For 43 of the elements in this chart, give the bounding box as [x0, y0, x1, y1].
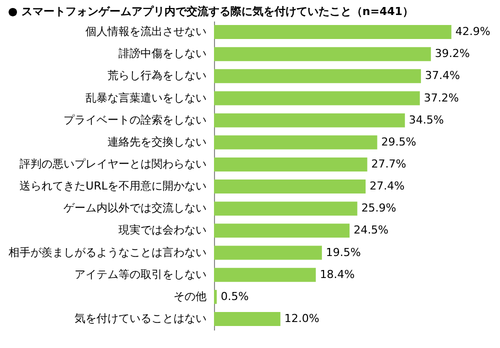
data-label: 29.5%	[381, 135, 416, 148]
bar	[214, 113, 405, 128]
y-tick-label: 誹謗中傷をしない	[118, 47, 206, 60]
bar	[214, 25, 452, 40]
data-label: 18.4%	[320, 268, 355, 281]
data-label: 39.2%	[434, 47, 470, 60]
data-label: 34.5%	[408, 113, 444, 126]
y-tick-label: 乱暴な言葉遣いをしない	[86, 91, 206, 104]
data-label: 37.2%	[424, 91, 459, 104]
y-tick-label: 個人情報を流出させない	[86, 25, 206, 38]
bar	[214, 312, 280, 326]
y-tick-label: その他	[174, 290, 206, 303]
data-label: 27.4%	[370, 180, 405, 193]
y-tick-label: 送られてきたURLを不用意に開かない	[20, 180, 206, 193]
y-tick-label: 連絡先を交換しない	[108, 135, 206, 148]
bar	[214, 135, 378, 150]
data-label: 37.4%	[424, 69, 460, 82]
y-tick-label: 評判の悪いプレイヤーとは関わらない	[20, 157, 206, 170]
y-tick-label: ゲーム内以外では交流しない	[64, 202, 206, 215]
y-tick-label: 荒らし行為をしない	[108, 69, 206, 82]
bar	[214, 69, 421, 84]
bar	[214, 290, 217, 304]
y-tick-label: プライベートの詮索をしない	[64, 113, 206, 126]
bar	[214, 157, 368, 172]
y-tick-label: 気を付けていることはない	[74, 312, 206, 325]
data-label: 12.0%	[284, 312, 320, 325]
data-label: 27.7%	[371, 157, 406, 170]
data-label: 25.9%	[361, 202, 396, 215]
chart-title: ● スマートフォンゲームアプリ内で交流する際に気を付けていたこと（n=441）	[8, 5, 414, 18]
data-label: 42.9%	[455, 25, 490, 38]
y-tick-label: アイテム等の取引をしない	[74, 268, 206, 281]
y-tick-label: 現実では会わない	[118, 224, 206, 237]
y-tick-label: 相手が羨ましがるようなことは言わない	[8, 246, 206, 259]
bar	[214, 180, 366, 194]
data-label: 19.5%	[326, 246, 361, 259]
bar	[214, 47, 431, 62]
bar	[214, 202, 358, 216]
bar	[214, 224, 350, 238]
data-label: 24.5%	[354, 224, 389, 237]
data-label: 0.5%	[220, 290, 249, 303]
bar	[214, 246, 322, 260]
bar	[214, 268, 316, 282]
bar	[214, 91, 420, 106]
